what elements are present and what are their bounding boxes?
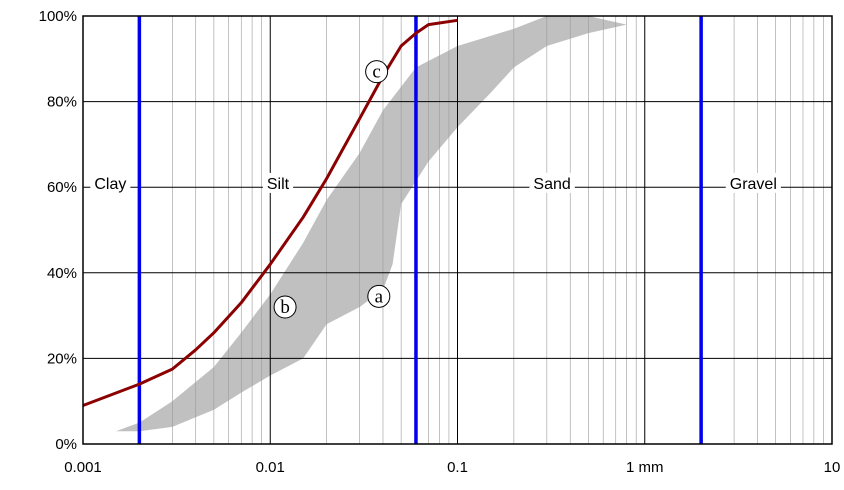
- y-tick-label: 40%: [47, 265, 77, 282]
- zone-layer: Clay Silt Sand Gravel: [90, 172, 781, 193]
- zone-label: Gravel: [730, 176, 777, 193]
- zone-label-bg: [529, 172, 575, 193]
- grid-layer: [82, 15, 833, 445]
- annotation-label: a: [375, 286, 384, 307]
- annotation-circle: [273, 295, 297, 319]
- x-tick-label: 10: [824, 459, 841, 476]
- zone-label-group: Clay: [90, 172, 131, 193]
- zone-label: Sand: [533, 176, 570, 193]
- x-tick-label: 0.01: [256, 459, 285, 476]
- zone-label: Silt: [267, 176, 290, 193]
- annotation-label: c: [372, 62, 380, 83]
- grading-curve: [82, 18, 458, 407]
- series-layer: [82, 18, 458, 407]
- zone-label-group: Silt: [262, 172, 294, 193]
- band-layer: [116, 16, 627, 432]
- frame-layer: [82, 15, 833, 445]
- annotation-layer: a b c: [273, 60, 391, 319]
- tick-layer: 0.001 0.01 0.1 1 mm 100%20%40%60%80%100%: [39, 8, 841, 476]
- x-tick-label: 1 mm: [626, 459, 664, 476]
- annotation-label: b: [280, 297, 290, 318]
- zone-label-bg: [90, 172, 131, 193]
- x-tick-label: 0.1: [447, 459, 468, 476]
- y-tick-label: 0%: [55, 436, 77, 453]
- annotation-circle: [367, 284, 391, 308]
- boundary-layer: [137, 16, 703, 444]
- y-tick-label: 100%: [39, 8, 77, 25]
- y-tick-label: 80%: [47, 94, 77, 111]
- y-tick-label: 20%: [47, 350, 77, 367]
- zone-label-bg: [725, 172, 781, 193]
- grading-envelope: [116, 16, 627, 432]
- zone-label: Clay: [94, 176, 126, 193]
- y-tick-label: 60%: [47, 179, 77, 196]
- zone-label-group: Sand: [529, 172, 575, 193]
- plot-frame: [82, 15, 833, 445]
- x-tick-label: 0.001: [64, 459, 102, 476]
- zone-label-bg: [262, 172, 294, 193]
- zone-label-group: Gravel: [725, 172, 781, 193]
- annotation-circle: [365, 60, 389, 84]
